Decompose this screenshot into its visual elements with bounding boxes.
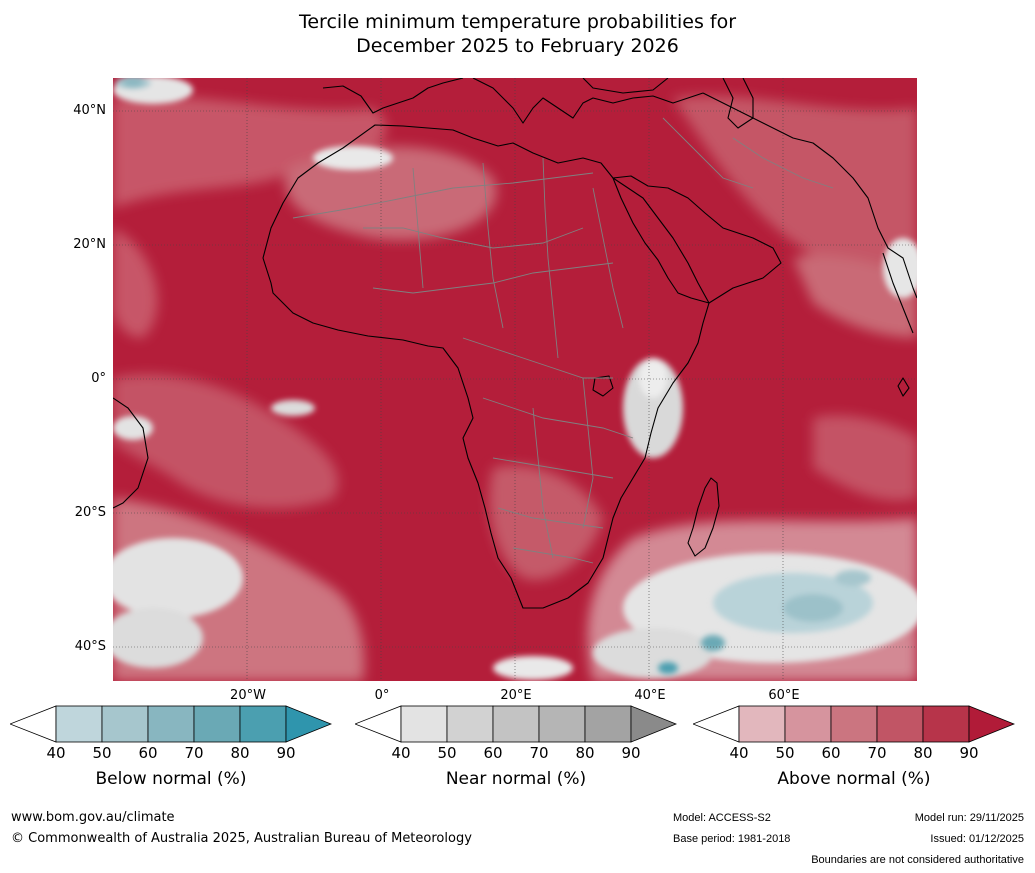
- chart-title: Tercile minimum temperature probabilitie…: [0, 10, 1035, 58]
- below-normal-swatch: [101, 705, 149, 743]
- above-normal-swatch: [968, 705, 1015, 743]
- near-tick: 50: [437, 744, 457, 762]
- below-normal-swatch: [147, 705, 195, 743]
- near-normal-swatch: [446, 705, 494, 743]
- below-normal-title: Below normal (%): [95, 769, 247, 789]
- lon-label-0: 0°: [374, 688, 390, 703]
- lon-label-20e: 20°E: [500, 688, 532, 703]
- below-tick: 90: [276, 744, 296, 762]
- title-line-2: December 2025 to February 2026: [356, 35, 679, 57]
- above-tick: 80: [913, 744, 933, 762]
- above-normal-swatch: [784, 705, 832, 743]
- lat-label-20s: 20°S: [74, 505, 106, 520]
- below-normal-swatch: [55, 705, 103, 743]
- above-tick: 90: [959, 744, 979, 762]
- above-tick: 50: [775, 744, 795, 762]
- below-normal-swatch: [193, 705, 241, 743]
- near-tick: 60: [483, 744, 503, 762]
- below-normal-colorbar: [10, 705, 332, 743]
- below-tick: 50: [92, 744, 112, 762]
- lat-label-40s: 40°S: [74, 639, 106, 654]
- lat-label-0: 0°: [91, 371, 106, 386]
- above-tick: 60: [821, 744, 841, 762]
- above-normal-swatch: [876, 705, 924, 743]
- near-tick: 90: [621, 744, 641, 762]
- above-normal-colorbar: [693, 705, 1015, 743]
- near-normal-swatch: [630, 705, 677, 743]
- lon-label-40e: 40°E: [634, 688, 666, 703]
- coastlines: [113, 78, 917, 609]
- below-normal-swatch: [285, 705, 332, 743]
- below-tick: 60: [138, 744, 158, 762]
- country-borders: [292, 117, 834, 564]
- near-normal-swatch: [492, 705, 540, 743]
- above-tick: 70: [867, 744, 887, 762]
- model-run-date: Model run: 29/11/2025: [914, 812, 1024, 824]
- below-normal-swatch: [239, 705, 287, 743]
- probability-map[interactable]: [113, 78, 917, 681]
- below-tick: 70: [184, 744, 204, 762]
- below-normal-swatch: [10, 705, 57, 743]
- near-normal-swatch: [584, 705, 632, 743]
- above-normal-swatch: [922, 705, 970, 743]
- copyright-text: © Commonwealth of Australia 2025, Austra…: [11, 831, 472, 846]
- model-name: Model: ACCESS-S2: [673, 812, 771, 824]
- above-normal-swatch: [830, 705, 878, 743]
- near-normal-swatch: [400, 705, 448, 743]
- near-normal-swatch: [538, 705, 586, 743]
- lon-label-60e: 60°E: [768, 688, 800, 703]
- near-tick: 40: [391, 744, 411, 762]
- above-normal-swatch: [693, 705, 740, 743]
- above-tick: 40: [729, 744, 749, 762]
- map-svg: [113, 78, 917, 681]
- website-link[interactable]: www.bom.gov.au/climate: [11, 810, 175, 825]
- title-line-1: Tercile minimum temperature probabilitie…: [298, 11, 737, 33]
- lat-label-40n: 40°N: [73, 103, 106, 118]
- issued-date: Issued: 01/12/2025: [930, 833, 1024, 845]
- near-normal-swatch: [355, 705, 402, 743]
- below-normal-patches: [123, 78, 873, 674]
- base-period: Base period: 1981-2018: [673, 833, 791, 845]
- near-normal-title: Near normal (%): [445, 769, 587, 789]
- below-tick: 80: [230, 744, 250, 762]
- near-normal-colorbar: [355, 705, 677, 743]
- lat-label-20n: 20°N: [73, 237, 106, 252]
- near-tick: 70: [529, 744, 549, 762]
- below-tick: 40: [46, 744, 66, 762]
- lon-label-20w: 20°W: [230, 688, 266, 703]
- above-normal-swatch: [738, 705, 786, 743]
- above-normal-title: Above normal (%): [777, 769, 931, 789]
- near-tick: 80: [575, 744, 595, 762]
- boundaries-disclaimer: Boundaries are not considered authoritat…: [811, 854, 1024, 866]
